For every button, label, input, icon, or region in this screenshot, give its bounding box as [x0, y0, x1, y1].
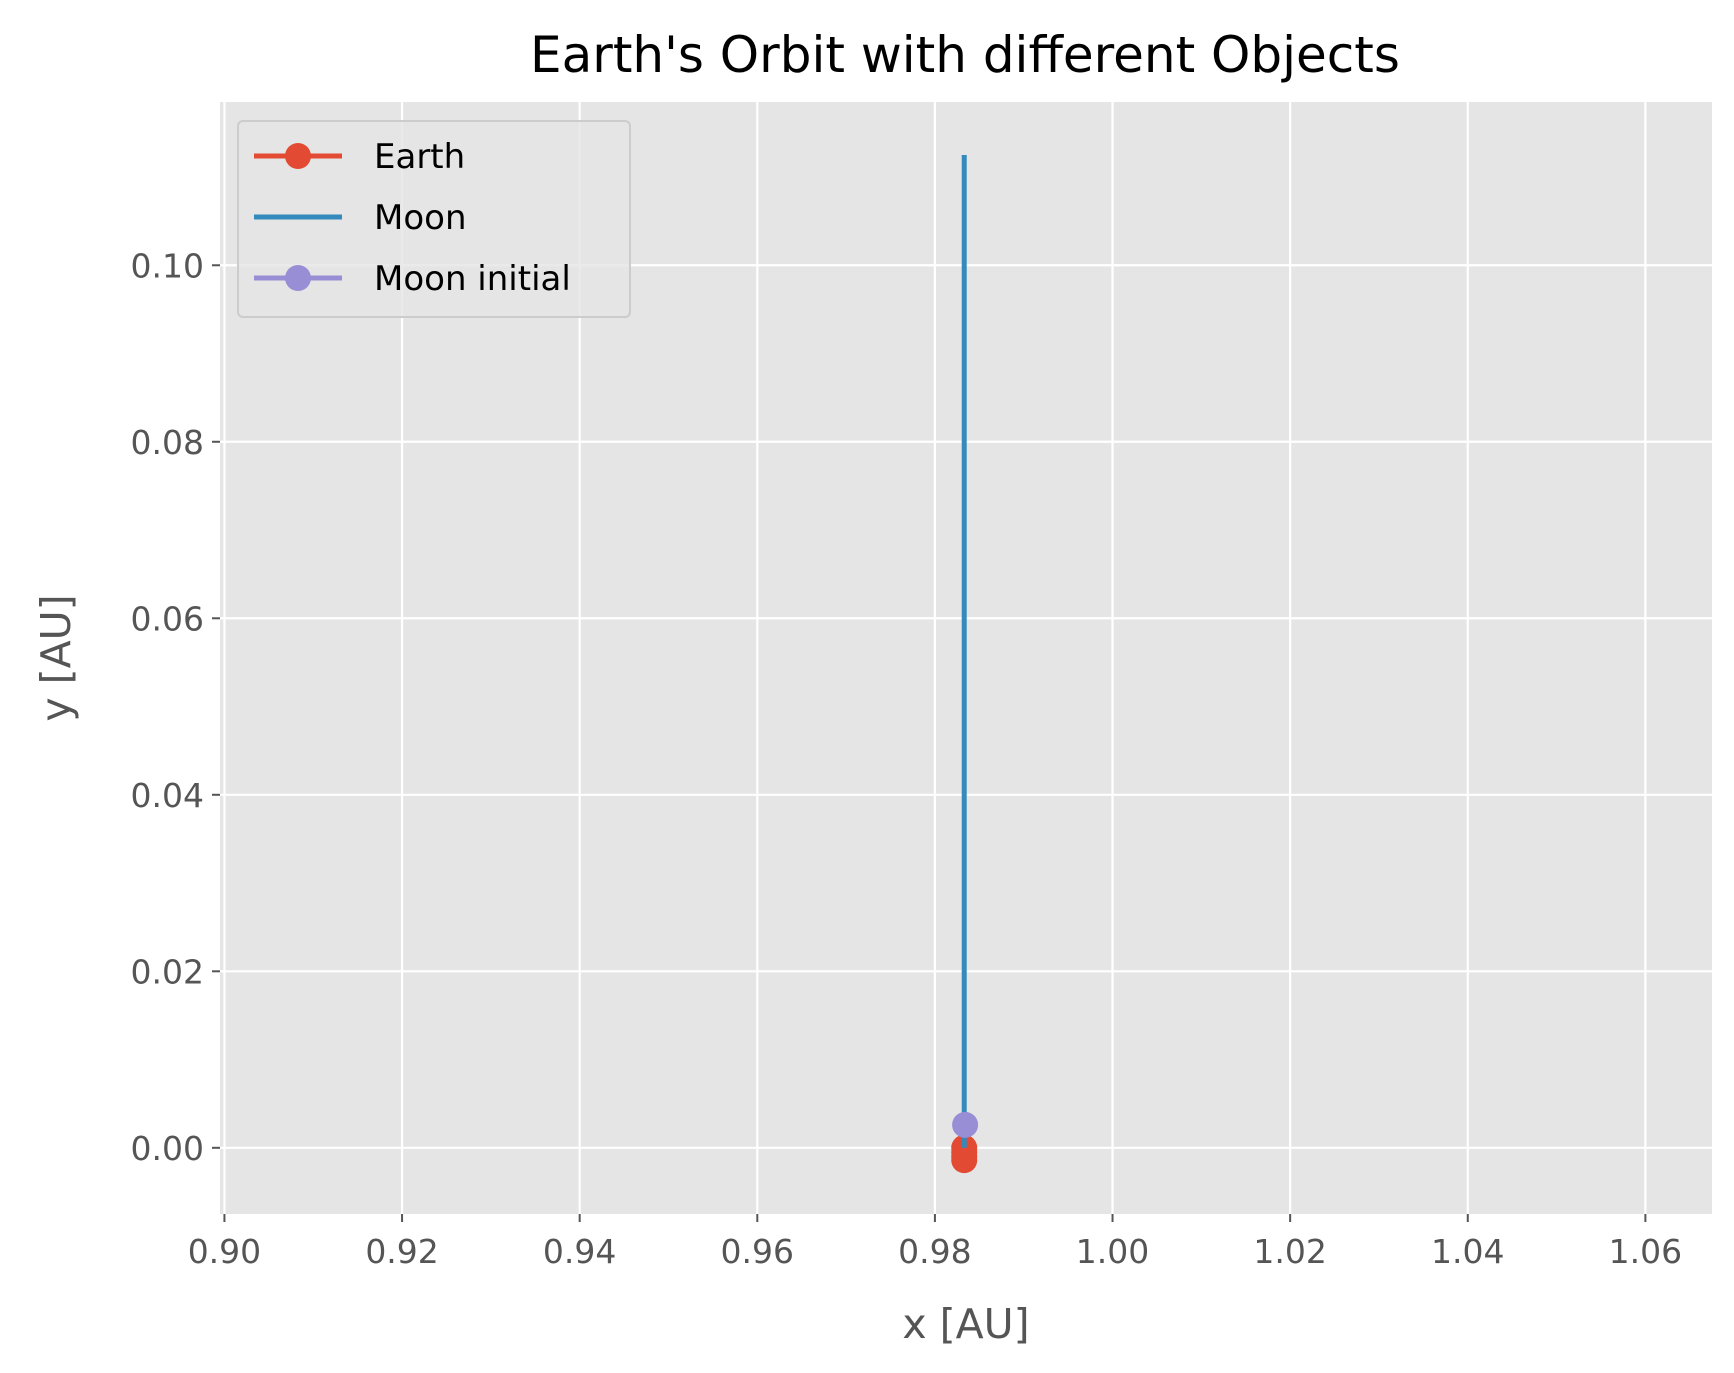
- legend-label: Earth: [374, 137, 465, 177]
- series-group: [951, 154, 979, 1174]
- x-tick-label: 0.90: [188, 1232, 261, 1271]
- y-tick-label: 0.00: [131, 1129, 204, 1168]
- legend: Earth Moon Moon initial: [237, 120, 631, 318]
- chart-title: Earth's Orbit with different Objects: [530, 26, 1400, 84]
- y-tick-label: 0.06: [131, 599, 204, 638]
- legend-label: Moon: [374, 198, 467, 238]
- y-tick-label: 0.08: [131, 423, 204, 462]
- x-tick-label: 1.00: [1076, 1232, 1149, 1271]
- x-tick-label: 0.96: [721, 1232, 794, 1271]
- y-tick-label: 0.02: [131, 952, 204, 991]
- legend-swatch-marker: [285, 265, 311, 291]
- x-tick-label: 0.98: [898, 1232, 971, 1271]
- x-tick-label: 1.04: [1431, 1232, 1504, 1271]
- legend-item: Earth: [254, 137, 465, 177]
- y-axis-label: y [AU]: [32, 594, 80, 721]
- y-tick-label: 0.10: [131, 246, 204, 285]
- series-moon-initial: [952, 1111, 979, 1138]
- legend-label: Moon initial: [374, 259, 571, 299]
- legend-item: Moon initial: [254, 259, 571, 299]
- data-point: [951, 1147, 978, 1174]
- x-tick-label: 0.92: [365, 1232, 438, 1271]
- axis-ticks: 0.90 0.92 0.94 0.96 0.98 1.00 1.02 1.04 1.06 0.00…: [131, 246, 1683, 1271]
- legend-swatch-marker: [285, 143, 311, 169]
- data-point: [952, 1111, 979, 1138]
- x-tick-label: 1.02: [1253, 1232, 1326, 1271]
- legend-box: [237, 120, 631, 318]
- x-axis-label: x [AU]: [902, 1300, 1029, 1348]
- x-tick-label: 1.06: [1609, 1232, 1682, 1271]
- x-tick-label: 0.94: [543, 1232, 616, 1271]
- legend-item: Moon: [254, 198, 467, 238]
- y-tick-label: 0.04: [131, 776, 204, 815]
